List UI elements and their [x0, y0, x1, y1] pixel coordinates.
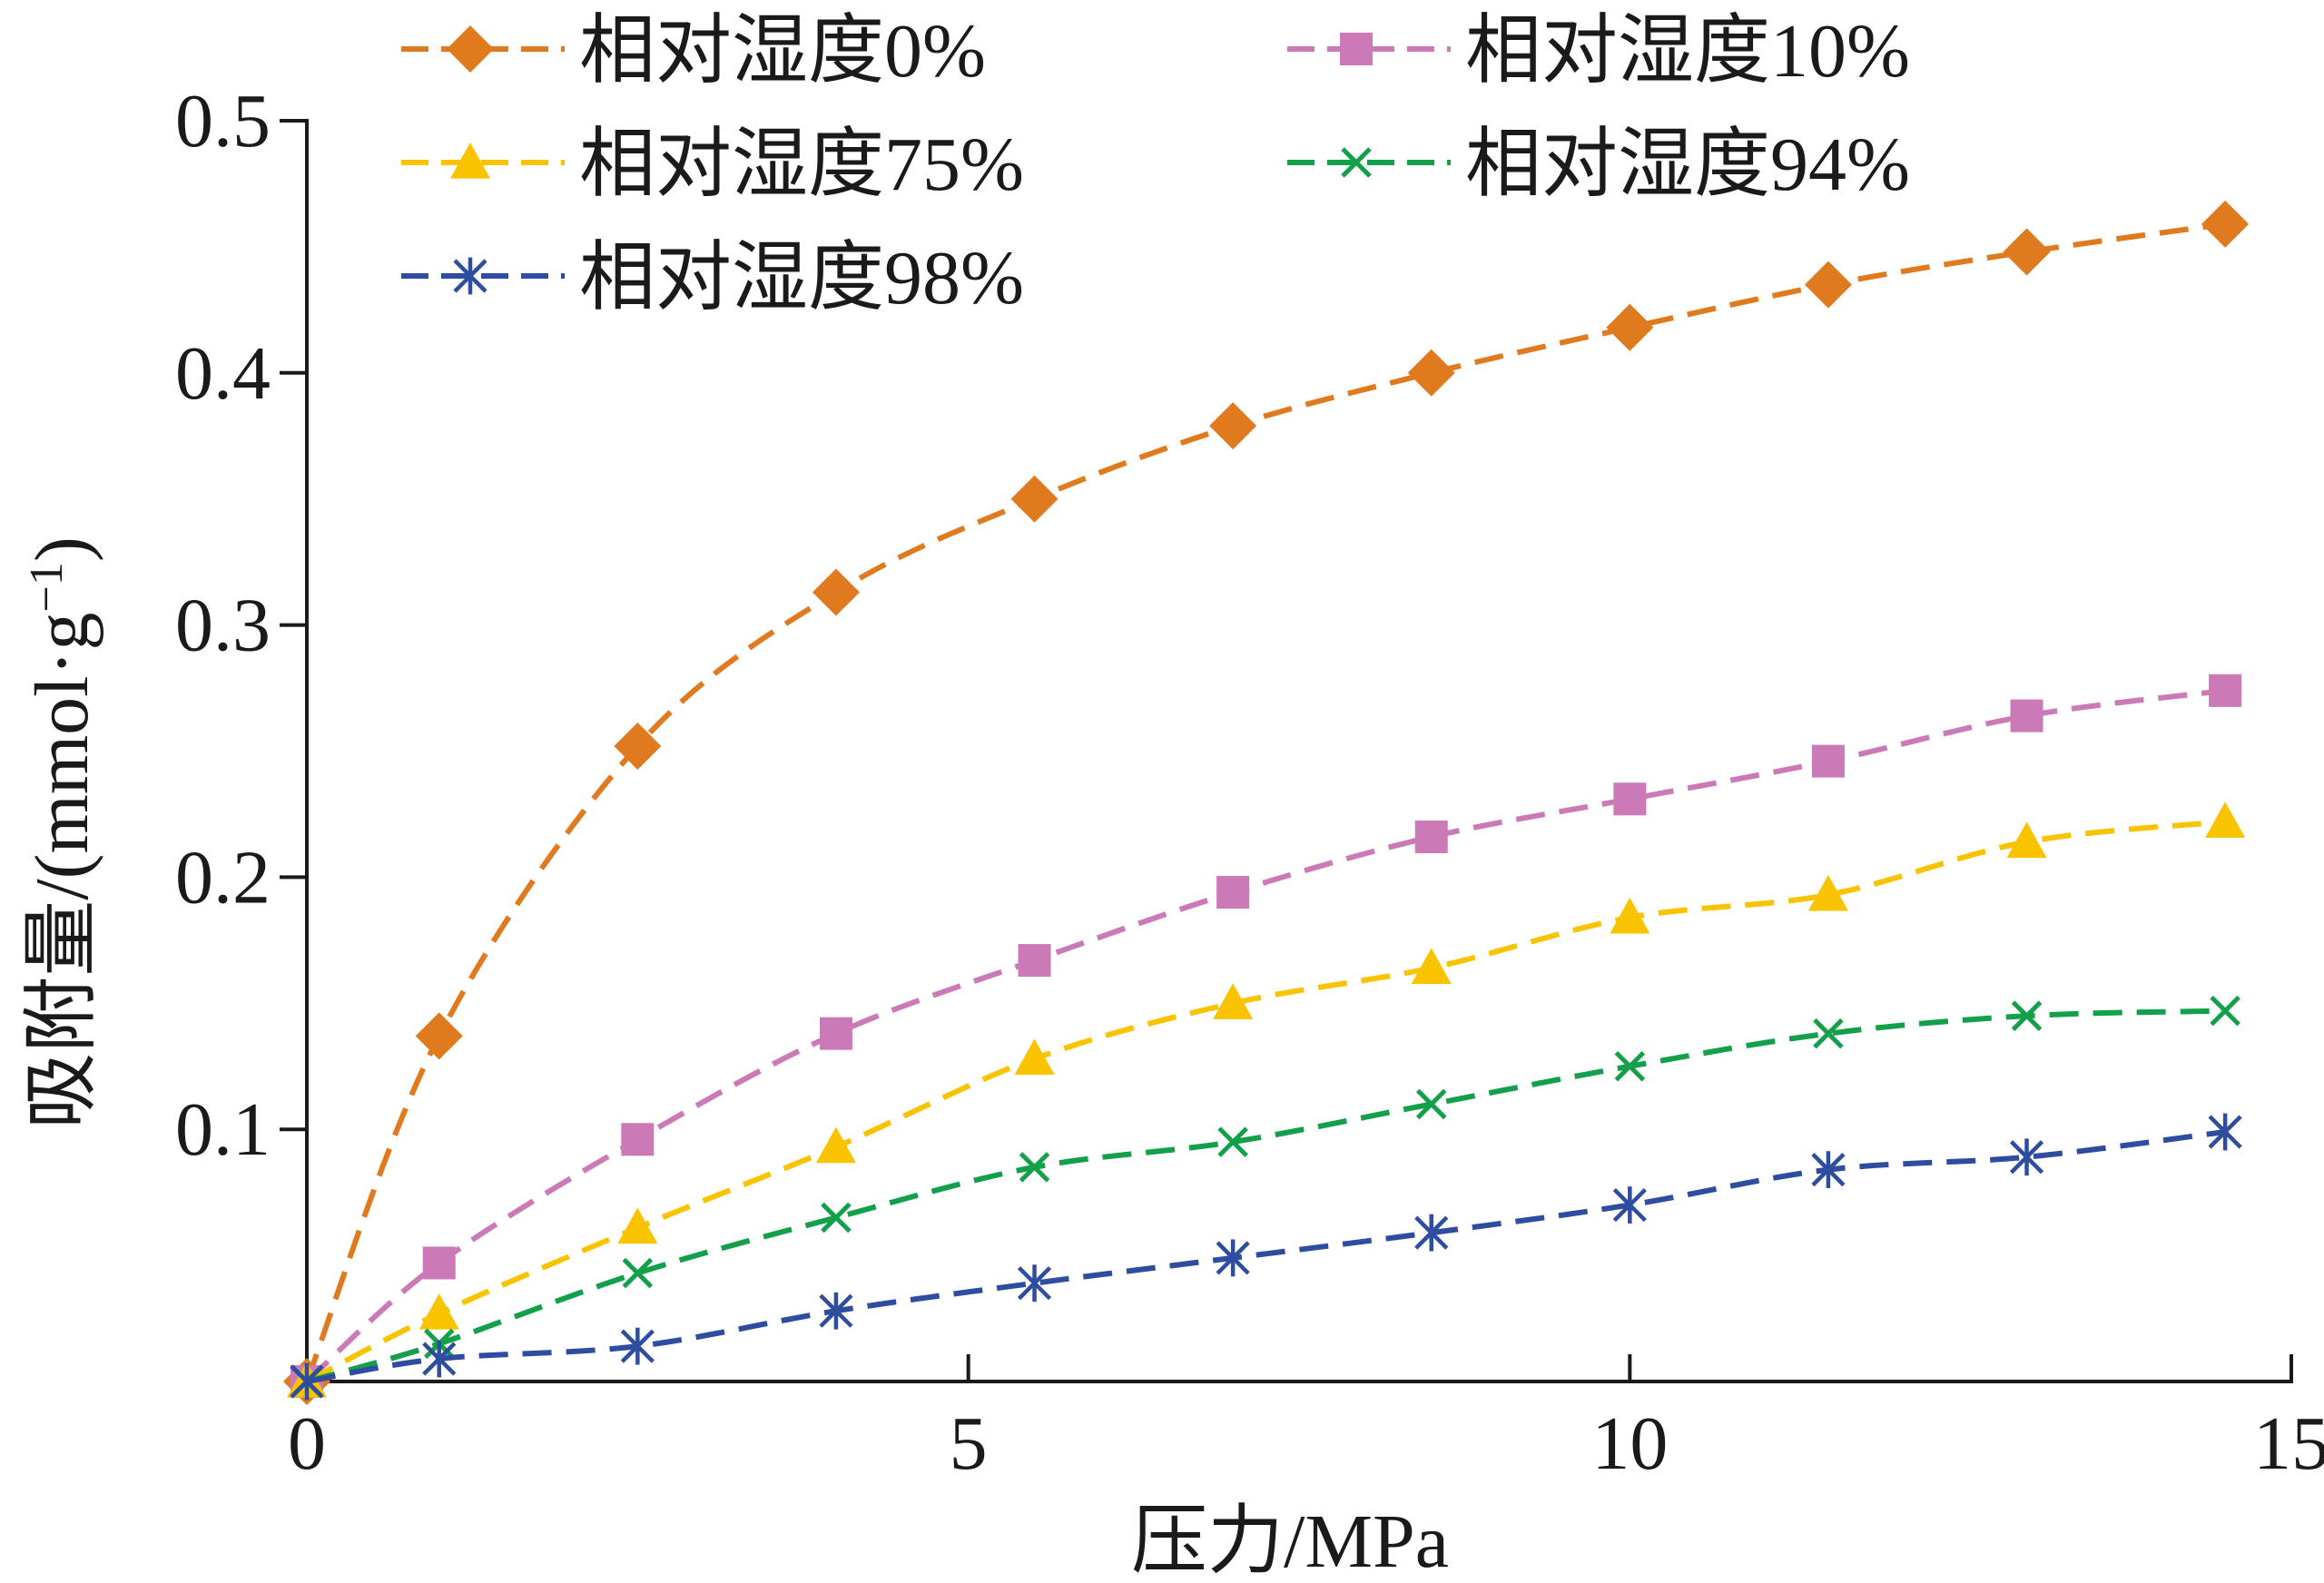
data-point-marker — [1606, 303, 1654, 351]
y-axis-title: 吸附量/(mmol·g−1) — [20, 536, 104, 1129]
series-x — [291, 995, 2240, 1397]
data-point-marker — [614, 722, 662, 770]
data-point-marker — [1019, 1152, 1050, 1183]
series-line — [306, 1129, 2226, 1384]
data-point-marker — [1010, 475, 1059, 523]
data-point-marker — [1209, 402, 1257, 450]
data-point-marker — [1415, 1088, 1447, 1120]
data-point-marker — [1811, 744, 1845, 778]
legend: 相对湿度0% 相对湿度10% 相对湿度75% 相对湿度94% 相对湿度98% — [401, 9, 1910, 320]
y-axis-title-main: 吸附量/(mmol·g — [20, 613, 104, 1129]
series-line — [304, 687, 2226, 1384]
x-tick-label: 10 — [1591, 1401, 1668, 1486]
data-point-marker — [453, 257, 487, 295]
data-point-marker — [812, 568, 860, 616]
data-point-marker — [1807, 874, 1848, 911]
legend-label: 相对湿度0% — [579, 9, 986, 93]
data-point-marker — [1407, 349, 1455, 397]
data-point-marker — [821, 1202, 852, 1234]
data-point-marker — [1804, 261, 1852, 309]
series-triangle — [287, 801, 2246, 1398]
axis-ticks: 0.1 0.2 0.3 0.4 0.5 0 5 10 15 — [175, 79, 2324, 1486]
data-point-marker — [2201, 200, 2250, 248]
y-tick-label: 0.2 — [175, 835, 271, 919]
data-point-marker — [2011, 1000, 2043, 1031]
y-axis-title-superscript: −1 — [21, 562, 73, 612]
data-point-marker — [2003, 228, 2051, 276]
x-tick-label: 5 — [950, 1401, 988, 1486]
data-point-marker — [422, 1246, 456, 1280]
data-point-marker — [1340, 33, 1373, 65]
data-point-marker — [450, 143, 490, 179]
data-point-marker — [2208, 1113, 2242, 1151]
data-point-marker — [819, 1017, 852, 1050]
series-asterisk — [290, 1113, 2242, 1401]
data-point-marker — [1014, 1038, 1055, 1076]
data-point-marker — [620, 1327, 655, 1365]
legend-label: 相对湿度98% — [579, 236, 1024, 320]
legend-item: 相对湿度98% — [401, 236, 1024, 320]
x-tick-label: 0 — [288, 1401, 326, 1486]
series-line — [304, 221, 2226, 1383]
data-point-marker — [447, 25, 494, 73]
data-point-marker — [1614, 1050, 1646, 1082]
data-point-marker — [1213, 983, 1254, 1019]
series-line — [306, 1008, 2226, 1384]
data-point-marker — [1217, 1126, 1248, 1157]
data-point-marker — [419, 1293, 459, 1330]
series-diamond — [283, 200, 2250, 1405]
data-point-marker — [1414, 820, 1448, 853]
data-point-marker — [1017, 1264, 1052, 1303]
data-point-marker — [2009, 1138, 2044, 1176]
data-point-marker — [2006, 821, 2047, 859]
legend-item: 相对湿度94% — [1287, 123, 1910, 207]
data-point-marker — [622, 1257, 654, 1289]
legend-item: 相对湿度0% — [401, 9, 986, 93]
legend-label: 相对湿度75% — [579, 123, 1024, 207]
data-point-marker — [1018, 944, 1051, 978]
data-point-marker — [621, 1123, 655, 1156]
data-point-marker — [2010, 699, 2043, 733]
series-layer — [283, 200, 2250, 1405]
data-point-marker — [1411, 948, 1452, 985]
data-point-marker — [815, 1126, 856, 1164]
legend-item: 相对湿度10% — [1287, 9, 1910, 93]
y-tick-label: 0.1 — [175, 1087, 271, 1172]
data-point-marker — [1216, 1239, 1250, 1277]
data-point-marker — [2205, 801, 2246, 838]
data-point-marker — [1610, 897, 1650, 934]
data-point-marker — [617, 1207, 658, 1244]
y-tick-label: 0.4 — [175, 331, 271, 416]
data-point-marker — [290, 1362, 324, 1401]
series-square — [290, 674, 2242, 1398]
data-point-marker — [2209, 674, 2242, 707]
data-point-marker — [422, 1340, 457, 1378]
data-point-marker — [2210, 995, 2240, 1027]
y-tick-label: 0.3 — [175, 584, 271, 668]
data-point-marker — [1341, 147, 1372, 178]
legend-label: 相对湿度10% — [1465, 9, 1910, 93]
series-line — [305, 819, 2226, 1384]
x-tick-label: 15 — [2253, 1401, 2324, 1486]
legend-item: 相对湿度75% — [401, 123, 1024, 207]
data-point-marker — [1613, 782, 1647, 816]
legend-label: 相对湿度94% — [1465, 123, 1910, 207]
y-axis-title-close: ) — [20, 536, 104, 562]
data-point-marker — [819, 1292, 853, 1330]
data-point-marker — [1811, 1151, 1846, 1189]
axes — [305, 119, 2293, 1383]
x-axis-title: 压力/MPa — [1131, 1499, 1449, 1583]
data-point-marker — [1414, 1214, 1449, 1252]
data-point-marker — [1216, 876, 1250, 909]
data-point-marker — [1813, 1018, 1844, 1049]
data-point-marker — [1612, 1186, 1647, 1224]
y-tick-label: 0.5 — [175, 79, 271, 163]
data-point-marker — [415, 1012, 463, 1060]
